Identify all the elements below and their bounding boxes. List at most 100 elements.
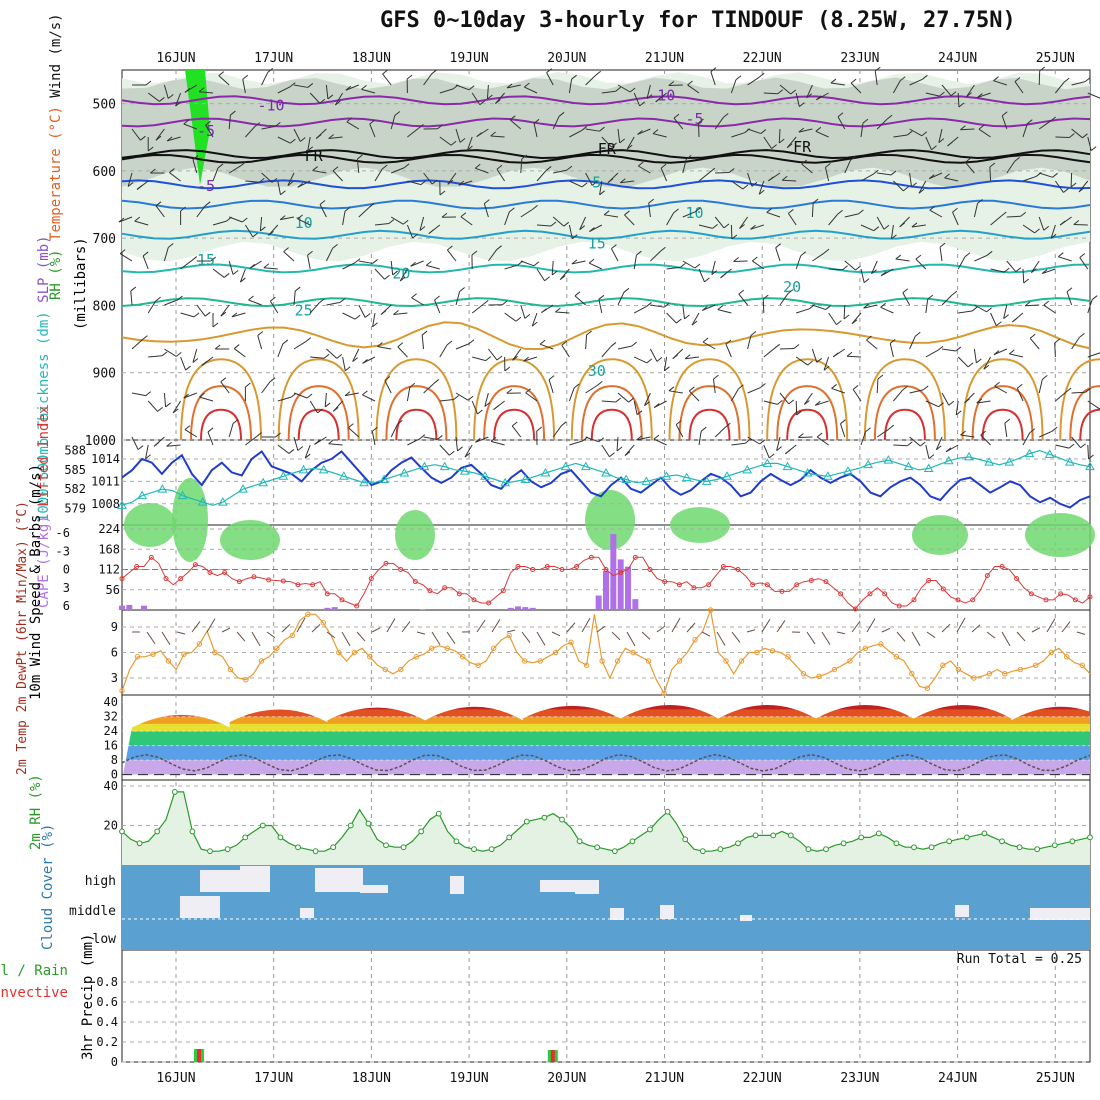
wind-barb-flag bbox=[922, 385, 929, 391]
wind-barb-flag bbox=[142, 251, 149, 257]
wind-barb bbox=[466, 136, 473, 151]
wind-barb-flag bbox=[831, 384, 837, 389]
wind-barb-flag bbox=[118, 217, 125, 223]
date-tick-top: 19JUN bbox=[450, 51, 489, 66]
wind-barb bbox=[983, 356, 992, 370]
wind-barb-flag bbox=[976, 358, 982, 364]
wind-barb bbox=[1058, 256, 1072, 262]
wind-barb bbox=[880, 306, 894, 314]
wind-barb bbox=[889, 343, 894, 358]
wind-barb bbox=[977, 92, 991, 99]
wind-barb-flag bbox=[381, 164, 388, 170]
wind10-marker bbox=[119, 688, 125, 694]
cape-tick: 112 bbox=[98, 563, 120, 577]
wind-barb-flag bbox=[842, 265, 848, 271]
wind-barb-flag bbox=[268, 231, 274, 236]
wind-barb bbox=[192, 159, 198, 174]
wind-barb-flag bbox=[825, 162, 831, 168]
thickness-marker bbox=[742, 464, 753, 474]
wind-barb-flag bbox=[581, 182, 588, 188]
date-tick-top: 24JUN bbox=[938, 51, 977, 66]
wind-barb-flag bbox=[475, 437, 481, 443]
cloud-axis-label: Cloud Cover (%) bbox=[40, 824, 56, 950]
wind-barb-flag bbox=[418, 123, 424, 129]
wind-barb bbox=[568, 387, 575, 402]
wind-barb bbox=[824, 167, 830, 182]
run-total: Run Total = 0.25 bbox=[956, 952, 1082, 967]
cape-bar bbox=[126, 604, 133, 610]
wind-barb bbox=[863, 304, 878, 309]
cloud-background bbox=[122, 865, 1090, 950]
thickness-marker bbox=[822, 471, 833, 480]
wind-barb-flag bbox=[774, 343, 780, 349]
wind-barb-flag bbox=[233, 344, 240, 349]
wind-barb-flag bbox=[850, 78, 857, 84]
wind-barb bbox=[925, 349, 939, 358]
rh-marker bbox=[312, 848, 319, 855]
wind-barb bbox=[585, 128, 600, 132]
lifted-marker bbox=[1058, 591, 1064, 597]
wind-barb-flag bbox=[713, 374, 719, 380]
wind-barb bbox=[1087, 92, 1100, 99]
wind-barb-flag bbox=[336, 353, 343, 359]
wind-barb-flag bbox=[836, 320, 842, 325]
lifted-marker bbox=[398, 567, 404, 572]
lifted-marker bbox=[662, 579, 668, 585]
wind-barb-flag bbox=[691, 320, 698, 326]
wind10-barb bbox=[146, 631, 156, 645]
wind-barb-flag bbox=[815, 126, 822, 132]
wind-barb bbox=[390, 216, 404, 225]
wind-barb bbox=[617, 84, 631, 93]
wind-barb-flag bbox=[459, 287, 465, 292]
wind-barb bbox=[423, 172, 433, 185]
wind-barb-flag bbox=[768, 176, 774, 182]
wind-barb-flag bbox=[249, 264, 256, 269]
wind-barb-flag bbox=[339, 297, 346, 303]
wind-barb bbox=[798, 128, 813, 133]
wind-barb-flag bbox=[685, 155, 692, 160]
cape-bar bbox=[529, 607, 536, 610]
wind10-barb bbox=[431, 631, 441, 646]
wind-barb-flag bbox=[267, 68, 274, 73]
cape-tick: 224 bbox=[98, 522, 120, 536]
wind-barb bbox=[795, 255, 802, 270]
wind-barb-flag bbox=[931, 145, 937, 151]
cape-bar bbox=[1050, 609, 1057, 610]
wind-barb bbox=[1041, 268, 1056, 275]
wind-barb-flag bbox=[393, 310, 399, 315]
wind-barb bbox=[319, 204, 327, 218]
lifted-marker bbox=[676, 582, 682, 588]
wind-barb-flag bbox=[668, 386, 675, 392]
wind-barb-flag bbox=[702, 337, 709, 343]
wind-barb-flag bbox=[328, 134, 334, 139]
wind-barb-flag bbox=[1020, 211, 1027, 217]
wind-barb bbox=[830, 82, 845, 86]
wind-barb-flag bbox=[147, 146, 154, 152]
wind-barb bbox=[876, 428, 890, 438]
rh-marker bbox=[823, 846, 829, 853]
wind-barb-flag bbox=[380, 310, 387, 315]
wind-barb bbox=[747, 335, 752, 350]
wind-barb-flag bbox=[738, 384, 744, 390]
rh-line bbox=[121, 791, 1091, 852]
wind-barb-flag bbox=[929, 205, 936, 211]
wind-barb-flag bbox=[319, 98, 326, 104]
date-tick-bottom: 21JUN bbox=[645, 1071, 684, 1086]
wind-barb bbox=[257, 335, 263, 350]
wind-barb-flag bbox=[579, 225, 585, 231]
wind-barb-flag bbox=[744, 438, 751, 444]
wind-barb bbox=[407, 127, 419, 138]
cloud-block bbox=[180, 896, 220, 918]
wind-barb-flag bbox=[993, 76, 999, 82]
wind-barb bbox=[496, 168, 506, 182]
wind-barb bbox=[287, 172, 295, 186]
isotherm-label: 10 bbox=[295, 214, 313, 232]
wind-barb-flag bbox=[1088, 454, 1094, 460]
wind-barb bbox=[458, 180, 473, 186]
wind-barb-flag bbox=[911, 182, 917, 188]
wind10-marker bbox=[800, 671, 807, 677]
wind10-marker bbox=[382, 666, 388, 673]
wind-barb-flag bbox=[899, 222, 906, 228]
wind-barb-flag bbox=[447, 179, 454, 185]
pressure-tick: 900 bbox=[93, 367, 116, 382]
